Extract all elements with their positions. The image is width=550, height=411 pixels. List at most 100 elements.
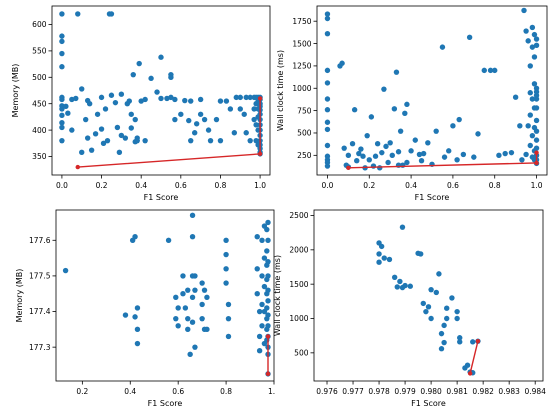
pareto-point	[534, 160, 539, 166]
scatter-point	[324, 163, 331, 169]
chart-memory-vs-f1-top: 0.0 0.2 0.4 0.6 0.8 1.0 350 400 450 500 550 600 F1 S…	[11, 5, 271, 202]
x-tick-label: 0.2	[363, 181, 375, 190]
x-tick-label: 0.4	[135, 181, 147, 190]
scatter-point	[59, 38, 65, 45]
y-tick-label: 1000	[289, 314, 308, 323]
scatter-point	[63, 103, 69, 110]
scatter-point	[94, 111, 101, 117]
scatter-point	[512, 94, 519, 100]
scatter-point	[62, 267, 69, 274]
scatter-point	[423, 308, 429, 315]
scatter-point	[444, 305, 450, 311]
scatter-point	[386, 256, 393, 263]
scatter-point	[502, 150, 508, 157]
scatter-point	[404, 101, 410, 108]
scatter-point	[259, 301, 265, 308]
scatter-point	[112, 99, 119, 106]
scatter-point	[481, 67, 487, 74]
scatter-point	[86, 101, 93, 107]
scatter-point	[259, 323, 265, 329]
scatter-point	[450, 123, 456, 129]
scatter-point	[182, 305, 189, 311]
scatter-point	[324, 107, 331, 113]
scatter-point	[364, 132, 370, 139]
pareto-point	[534, 150, 539, 155]
scatter-point	[376, 259, 382, 265]
scatter-point	[529, 132, 536, 139]
scatter-point	[391, 106, 398, 112]
scatter-point	[265, 323, 271, 329]
scatter-point	[324, 126, 331, 133]
scatter-point	[531, 81, 538, 87]
scatter-point	[59, 106, 65, 112]
scatter-point	[108, 92, 115, 98]
scatter-point	[261, 283, 268, 290]
scatter-point	[496, 152, 502, 159]
scatter-point	[185, 315, 191, 322]
scatter-point	[254, 234, 260, 240]
x-tick-label: 0.2	[96, 181, 108, 190]
scatter-point	[118, 91, 125, 97]
scatter-point	[433, 128, 439, 134]
scatter-point	[197, 111, 204, 117]
scatter-point	[173, 294, 179, 300]
scatter-point	[243, 130, 249, 136]
scatter-point	[201, 116, 208, 123]
scatter-point	[237, 94, 243, 101]
y-tick-label: 350	[32, 152, 47, 161]
scatter-point	[441, 154, 448, 160]
scatter-point	[264, 226, 270, 233]
pareto-point	[75, 164, 80, 170]
pareto-point	[475, 338, 481, 344]
scatter-point	[134, 305, 141, 311]
x-tick-label: 1.0	[254, 181, 266, 190]
scatter-point	[529, 96, 536, 102]
x-tick-label: 0.976	[316, 387, 338, 396]
scatter-point	[225, 315, 232, 322]
scatter-point	[142, 137, 148, 144]
scatter-point	[456, 116, 462, 123]
scatter-point	[59, 96, 65, 103]
x-tick-label: 0.979	[394, 387, 416, 396]
y-axis-label: Memory (MB)	[11, 64, 20, 118]
scatter-point	[492, 67, 498, 74]
scatter-point	[402, 110, 408, 117]
scatter-point	[199, 315, 205, 322]
y-tick-label: 1750	[292, 17, 311, 26]
scatter-point	[118, 132, 125, 139]
scatter-point	[446, 148, 452, 154]
scatter-point	[391, 274, 398, 281]
scatter-point	[130, 71, 136, 78]
scatter-point	[114, 124, 121, 131]
scatter-point	[243, 94, 249, 101]
y-tick-label: 1250	[292, 62, 311, 71]
x-tick-label: 0.978	[368, 387, 390, 396]
scatter-point	[223, 251, 229, 258]
y-tick-label: 1500	[292, 39, 311, 48]
scatter-point	[231, 130, 238, 136]
scatter-point	[223, 280, 229, 286]
scatter-point	[100, 140, 107, 147]
scatter-point	[217, 98, 224, 104]
scatter-point	[351, 107, 358, 113]
scatter-point	[116, 149, 123, 155]
scatter-point	[256, 348, 263, 354]
scatter-point	[466, 34, 473, 40]
scatter-point	[508, 149, 515, 156]
scatter-point	[438, 346, 445, 352]
scatter-point	[418, 157, 425, 164]
scatter-point	[525, 123, 531, 129]
scatter-point	[180, 273, 186, 279]
scatter-point	[381, 255, 387, 261]
scatter-point	[345, 152, 352, 159]
pareto-point	[265, 334, 271, 339]
scatter-point	[389, 152, 395, 159]
scatter-point	[527, 142, 533, 149]
scatter-point	[533, 137, 540, 143]
scatter-point	[173, 315, 179, 322]
scatter-point	[189, 294, 196, 300]
scatter-point	[225, 333, 232, 340]
scatter-point	[378, 243, 385, 250]
scatter-point	[399, 224, 406, 230]
